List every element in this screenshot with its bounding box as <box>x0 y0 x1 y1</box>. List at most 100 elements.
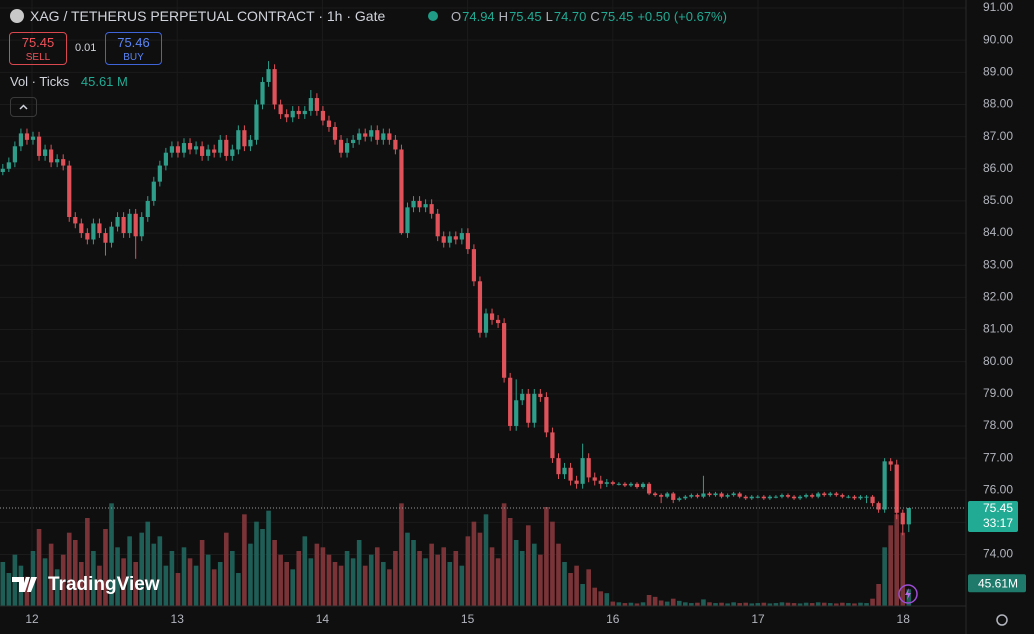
volume-bar <box>187 558 193 606</box>
candle-body <box>707 493 712 496</box>
volume-bar <box>876 584 881 606</box>
candle-body <box>761 496 766 499</box>
collapse-button[interactable] <box>10 97 37 117</box>
candle-body <box>175 146 181 153</box>
candle-body <box>393 139 398 150</box>
y-tick-label: 78.00 <box>983 418 1013 432</box>
volume-bar <box>538 554 543 606</box>
settings-icon[interactable] <box>996 614 1008 626</box>
volume-legend-value: 45.61 M <box>80 74 128 89</box>
y-tick-label: 83.00 <box>983 257 1013 271</box>
candle-body <box>399 149 404 234</box>
candle-body <box>580 458 585 484</box>
candle-body <box>320 110 326 121</box>
volume-bar <box>66 532 72 606</box>
volume-bar <box>731 602 736 606</box>
y-tick-label: 77.00 <box>983 450 1013 464</box>
volume-bar <box>507 518 513 606</box>
volume-bar <box>803 602 809 606</box>
volume-bar <box>296 551 302 606</box>
volume-bar <box>489 547 495 606</box>
volume-bar <box>344 551 350 606</box>
volume-bar <box>411 540 416 606</box>
candle-body <box>387 133 392 140</box>
volume-bar <box>568 573 573 606</box>
volume-bar <box>332 562 338 606</box>
candle-body <box>375 130 380 140</box>
candle-body <box>145 200 150 218</box>
volume-bar <box>72 540 78 606</box>
volume-bar <box>815 602 821 606</box>
volume-bar <box>236 573 241 606</box>
volume-bar <box>266 510 271 606</box>
volume-bar <box>387 569 392 606</box>
volume-bar <box>85 518 90 606</box>
volume-bar <box>471 521 477 606</box>
volume-bar <box>592 587 598 606</box>
volume-bar <box>405 532 410 606</box>
candle-body <box>187 143 193 150</box>
lightning-glyph <box>905 588 911 600</box>
candle-body <box>459 233 464 240</box>
candle-body <box>121 217 126 234</box>
volume-bar <box>610 601 616 606</box>
candle-body <box>822 493 827 496</box>
candle-body <box>284 114 289 118</box>
candle-body <box>556 458 561 475</box>
candle-body <box>338 139 344 153</box>
candle-body <box>363 133 368 137</box>
ohlc-value: 75.45 <box>509 8 542 24</box>
candle-body <box>665 493 670 497</box>
candle-body <box>622 483 628 486</box>
candle-body <box>296 110 301 115</box>
volume-bar <box>193 565 199 606</box>
candle-body <box>634 483 640 488</box>
sell-button[interactable]: 75.45 SELL <box>9 32 67 65</box>
lightning-icon[interactable] <box>898 584 918 604</box>
candle-body <box>864 496 869 498</box>
candle-body <box>840 495 845 497</box>
volume-bar <box>181 547 187 606</box>
candle-body <box>653 493 658 496</box>
candle-body <box>206 149 211 156</box>
volume-bar <box>840 602 845 606</box>
volume-bar <box>809 603 815 606</box>
volume-bar <box>326 554 332 606</box>
volume-bar <box>556 543 561 606</box>
candle-body <box>659 495 664 497</box>
volume-bar <box>852 603 857 606</box>
candle-body <box>852 496 857 499</box>
volume-bar <box>689 603 694 606</box>
ohlc-value: 75.45 <box>600 8 634 24</box>
candle-body <box>526 393 531 423</box>
x-tick-label: 17 <box>751 612 765 626</box>
status-dot <box>428 11 438 21</box>
volume-bar <box>314 543 320 606</box>
candle-body <box>67 165 72 218</box>
candle-body <box>502 323 507 378</box>
volume-bar <box>248 543 253 606</box>
candle-body <box>163 152 168 166</box>
candle-body <box>495 319 501 324</box>
volume-bar <box>695 602 700 606</box>
candle-body <box>713 493 718 496</box>
volume-bar <box>864 603 869 606</box>
y-tick-label: 81.00 <box>983 322 1013 336</box>
buy-button[interactable]: 75.46 BUY <box>105 32 162 65</box>
candle-body <box>369 130 374 137</box>
candle-body <box>218 139 223 153</box>
volume-bar <box>846 603 851 606</box>
volume-bar <box>858 602 863 606</box>
volume-bar <box>737 603 742 606</box>
volume-bar <box>821 602 827 606</box>
candle-body <box>85 233 90 240</box>
watermark-logo: TradingView <box>12 574 160 595</box>
change: +0.50 (+0.67%) <box>637 8 727 24</box>
volume-bar <box>713 603 718 606</box>
volume-bar <box>60 554 66 606</box>
candle-body <box>816 493 821 497</box>
x-tick-label: 18 <box>897 612 911 626</box>
candle-body <box>544 397 549 433</box>
volume-bar <box>6 573 12 606</box>
candle-body <box>906 507 911 525</box>
